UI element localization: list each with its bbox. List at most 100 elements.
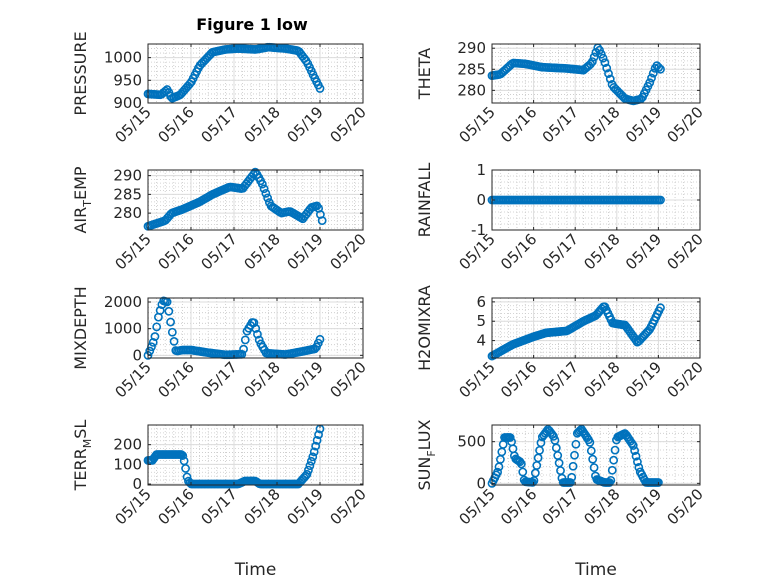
y-tick-label: 290 — [457, 39, 486, 57]
data-point — [240, 335, 250, 345]
y-tick-label: 1000 — [104, 49, 142, 67]
data-point — [317, 216, 327, 226]
data-point — [315, 334, 325, 344]
y-axis-label: SUNFLUX — [415, 419, 438, 490]
data-point — [610, 445, 620, 455]
data-point — [311, 441, 321, 451]
data-point — [152, 322, 162, 332]
data-point — [586, 446, 596, 456]
data-series — [143, 424, 325, 489]
y-tick-label: 500 — [457, 433, 486, 451]
data-point — [148, 338, 158, 347]
data-point — [647, 73, 656, 83]
y-axis-label: H2OMIXRA — [415, 285, 434, 371]
data-point — [304, 465, 313, 475]
data-point — [648, 68, 658, 78]
data-point — [588, 454, 598, 464]
y-axis-label-rest: LUX — [415, 419, 434, 450]
data-point — [654, 478, 663, 487]
y-tick-label: 0 — [132, 475, 142, 493]
data-point — [249, 318, 259, 328]
data-point — [505, 433, 515, 442]
y-axis-label-main: AIR — [71, 207, 90, 234]
y-tick-label: 0 — [476, 474, 486, 492]
axes-frame — [491, 424, 701, 486]
data-series — [487, 195, 665, 205]
data-point — [654, 63, 664, 72]
data-point — [598, 53, 608, 63]
y-tick-label: -1 — [471, 221, 486, 239]
y-axis-label-main: RAINFALL — [415, 163, 434, 238]
y-tick-label: 1000 — [104, 320, 142, 338]
y-axis-label-subscript: F — [425, 450, 438, 456]
data-point — [257, 179, 267, 189]
y-tick-label: 280 — [457, 81, 486, 99]
y-axis-label-main: PRESSURE — [71, 31, 90, 115]
data-point — [253, 329, 262, 339]
data-point — [589, 52, 599, 62]
data-point — [166, 317, 175, 327]
y-axis-label-subscript: T — [81, 200, 94, 208]
y-axis-label-rest: SL — [71, 420, 90, 439]
y-axis-label-main: THETA — [415, 48, 434, 100]
y-tick-label: 285 — [113, 185, 142, 203]
data-point — [570, 450, 579, 460]
y-tick-label: 950 — [113, 71, 142, 89]
y-tick-label: 200 — [113, 436, 142, 454]
y-axis-label: TERRMSL — [71, 420, 94, 492]
y-tick-label: 2000 — [104, 293, 142, 311]
y-tick-label: 6 — [476, 293, 486, 311]
y-axis-label-main: MIXDEPTH — [71, 286, 90, 369]
data-point — [259, 184, 269, 194]
axes-frame — [147, 43, 364, 104]
data-point — [630, 446, 640, 455]
y-axis-label-main: SUN — [415, 457, 434, 491]
data-series — [143, 167, 327, 231]
data-series — [487, 302, 665, 361]
y-axis-label: AIRTEMP — [71, 166, 94, 233]
data-point — [589, 463, 599, 473]
data-point — [239, 344, 248, 354]
data-point — [263, 193, 273, 203]
y-axis-label-rest: EMP — [71, 166, 90, 200]
y-tick-label: 900 — [113, 94, 142, 112]
data-point — [516, 459, 526, 469]
data-point — [607, 465, 617, 475]
data-point — [178, 451, 188, 460]
data-point — [633, 457, 642, 467]
data-point — [631, 451, 641, 461]
data-point — [305, 461, 315, 471]
data-point — [565, 478, 575, 487]
axes-frame — [147, 169, 364, 231]
data-point — [628, 441, 638, 450]
y-axis-label-main: H2OMIXRA — [415, 285, 434, 371]
axes-frame — [147, 424, 364, 486]
data-point — [493, 467, 502, 477]
axes-frame — [491, 297, 701, 359]
y-tick-label: 4 — [476, 332, 486, 350]
axes-frame — [147, 297, 364, 359]
y-tick-label: 1 — [476, 161, 486, 179]
data-point — [308, 452, 318, 462]
x-axis-label: Time — [234, 560, 277, 580]
y-tick-label: 5 — [476, 312, 486, 330]
data-point — [309, 447, 319, 457]
gridlines — [147, 424, 364, 485]
data-point — [261, 188, 271, 198]
data-point — [181, 464, 190, 473]
x-axis-label: Time — [574, 560, 617, 580]
data-point — [609, 455, 619, 465]
data-point — [568, 461, 578, 471]
data-point — [167, 327, 177, 337]
axes-background — [492, 425, 700, 485]
data-point — [312, 435, 322, 445]
data-point — [604, 69, 613, 78]
data-point — [600, 58, 610, 68]
axes-background — [492, 44, 700, 103]
y-tick-label: 0 — [132, 346, 142, 364]
data-point — [536, 438, 546, 448]
data-point — [606, 475, 616, 485]
